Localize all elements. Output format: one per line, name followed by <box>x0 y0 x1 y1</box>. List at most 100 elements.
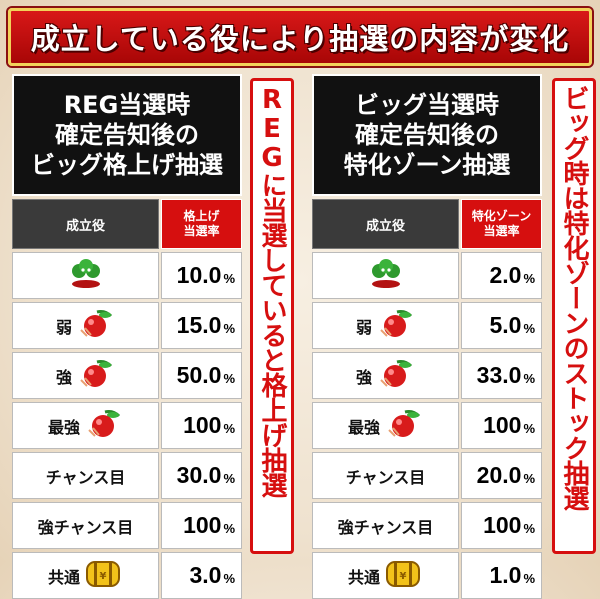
role-cell <box>12 252 159 299</box>
percent-sign: % <box>223 471 235 486</box>
column-header-rate-line: 当選率 <box>483 224 520 238</box>
cherry-icon <box>75 358 115 394</box>
rate-cell: 10.0% <box>161 252 242 299</box>
table-row: 強 50.0% <box>12 352 242 399</box>
role-cell: 弱 <box>312 302 459 349</box>
side-banner-text: ビッグ時は特化ゾーンのストック抽選 <box>559 85 589 510</box>
svg-text:¥: ¥ <box>400 571 407 582</box>
role-label: チャンス目 <box>45 467 126 487</box>
reg-panel: REG当選時 確定告知後の ビッグ格上げ抽選 成立役 格上げ 当選率 10.0%… <box>12 74 242 599</box>
rate-cell: 30.0% <box>161 452 242 499</box>
role-cell <box>312 252 459 299</box>
rate-value: 2.0 <box>489 262 522 288</box>
rate-value: 100 <box>183 412 222 438</box>
role-label: チャンス目 <box>345 467 426 487</box>
cherry-icon <box>375 358 415 394</box>
table-row: 共通 ¥1.0% <box>312 552 542 599</box>
column-header-role: 成立役 <box>312 199 459 249</box>
rate-cell: 100% <box>461 502 542 549</box>
rate-value: 30.0 <box>176 462 222 488</box>
rate-cell: 5.0% <box>461 302 542 349</box>
title-line: 確定告知後の <box>55 121 199 149</box>
role-cell: 強 <box>12 352 159 399</box>
role-cell: 強チャンス目 <box>12 502 159 549</box>
rate-value: 33.0 <box>476 362 522 388</box>
role-cell: 強チャンス目 <box>312 502 459 549</box>
rate-cell: 20.0% <box>461 452 542 499</box>
rate-cell: 2.0% <box>461 252 542 299</box>
percent-sign: % <box>223 521 235 536</box>
clover-icon <box>366 258 406 293</box>
percent-sign: % <box>223 421 235 436</box>
rate-value: 10.0 <box>176 262 222 288</box>
percent-sign: % <box>223 571 235 586</box>
table-body: 10.0% 弱 15.0% 強 50.0% 最強 100% チャンス目 30.0% 強チャンス目 1… <box>12 252 242 599</box>
role-label: 強 <box>355 367 372 387</box>
rate-cell: 33.0% <box>461 352 542 399</box>
percent-sign: % <box>523 421 535 436</box>
side-banner-text: REGに当選していると格上げ抽選 <box>257 85 287 497</box>
side-banner: REGに当選していると格上げ抽選 <box>250 78 294 554</box>
column-header-rate: 格上げ 当選率 <box>161 199 242 249</box>
rate-value: 100 <box>183 512 222 538</box>
table-row: 最強 100% <box>312 402 542 449</box>
title-line: ビッグ当選時 <box>355 91 499 119</box>
rate-value: 1.0 <box>489 562 522 588</box>
barrel-icon: ¥ <box>83 559 123 593</box>
title-line: ビッグ格上げ抽選 <box>31 151 223 179</box>
role-label: 弱 <box>355 317 372 337</box>
table-row: 強チャンス目 100% <box>312 502 542 549</box>
rate-value: 20.0 <box>476 462 522 488</box>
role-label: 共通 <box>347 567 380 587</box>
rate-cell: 3.0% <box>161 552 242 599</box>
table-header: 成立役 特化ゾーン 当選率 <box>312 199 542 249</box>
table-row: チャンス目 20.0% <box>312 452 542 499</box>
page-title-banner: 成立している役により抽選の内容が変化 <box>8 8 592 66</box>
title-line: 確定告知後の <box>355 121 499 149</box>
title-line: 特化ゾーン抽選 <box>343 151 511 179</box>
percent-sign: % <box>523 471 535 486</box>
rate-cell: 100% <box>161 402 242 449</box>
role-cell: チャンス目 <box>12 452 159 499</box>
panel-title: REG当選時 確定告知後の ビッグ格上げ抽選 <box>12 74 242 196</box>
table-row: チャンス目 30.0% <box>12 452 242 499</box>
clover-icon <box>66 258 106 293</box>
role-label: 最強 <box>47 417 80 437</box>
percent-sign: % <box>223 321 235 336</box>
role-label: 強チャンス目 <box>337 517 434 537</box>
column-header-rate-line: 格上げ <box>183 209 220 223</box>
column-header-rate-line: 当選率 <box>183 224 220 238</box>
rate-cell: 15.0% <box>161 302 242 349</box>
rate-value: 50.0 <box>176 362 222 388</box>
rate-cell: 1.0% <box>461 552 542 599</box>
rate-cell: 100% <box>161 502 242 549</box>
side-banner: ビッグ時は特化ゾーンのストック抽選 <box>552 78 596 554</box>
percent-sign: % <box>523 521 535 536</box>
table-body: 2.0% 弱 5.0% 強 33.0% 最強 100% チャンス目 20.0% 強チャンス目 100… <box>312 252 542 599</box>
percent-sign: % <box>523 321 535 336</box>
cherry-icon <box>83 408 123 444</box>
table-row: 10.0% <box>12 252 242 299</box>
percent-sign: % <box>523 371 535 386</box>
rate-cell: 50.0% <box>161 352 242 399</box>
role-cell: 弱 <box>12 302 159 349</box>
cherry-icon <box>375 308 415 344</box>
role-label: 強 <box>55 367 72 387</box>
table-row: 最強 100% <box>12 402 242 449</box>
rate-value: 5.0 <box>489 312 522 338</box>
role-cell: 最強 <box>12 402 159 449</box>
percent-sign: % <box>223 371 235 386</box>
title-line: REG当選時 <box>63 91 191 119</box>
role-label: 弱 <box>55 317 72 337</box>
role-cell: 共通 ¥ <box>312 552 459 599</box>
role-cell: 強 <box>312 352 459 399</box>
percent-sign: % <box>523 271 535 286</box>
rate-value: 15.0 <box>176 312 222 338</box>
rate-value: 100 <box>483 412 522 438</box>
role-cell: 最強 <box>312 402 459 449</box>
panel-title: ビッグ当選時 確定告知後の 特化ゾーン抽選 <box>312 74 542 196</box>
table-row: 2.0% <box>312 252 542 299</box>
cherry-icon <box>75 308 115 344</box>
rate-cell: 100% <box>461 402 542 449</box>
role-label: 最強 <box>347 417 380 437</box>
